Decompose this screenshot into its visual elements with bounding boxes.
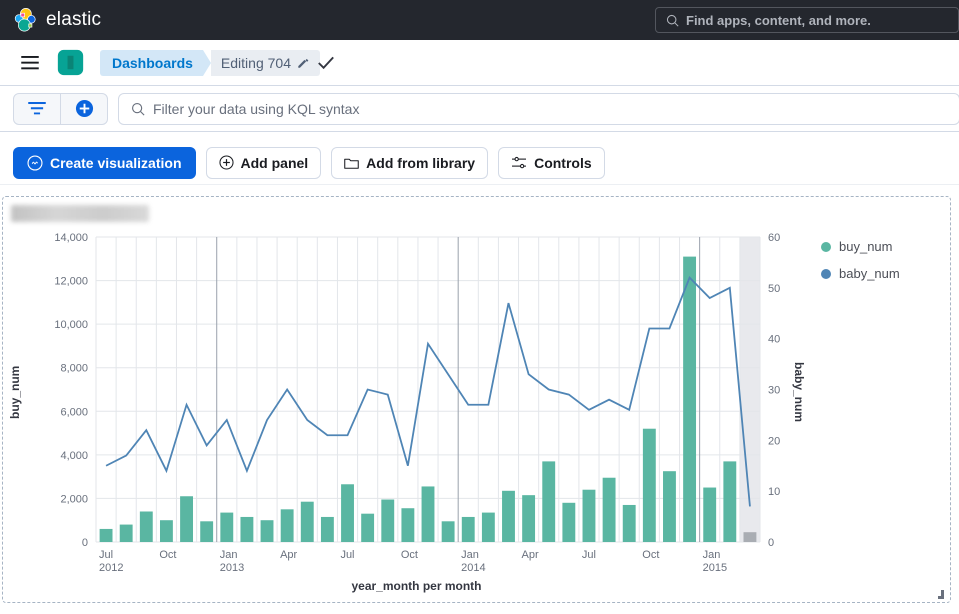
- svg-text:Jul: Jul: [340, 549, 354, 561]
- svg-text:6,000: 6,000: [60, 406, 88, 418]
- svg-text:8,000: 8,000: [60, 363, 88, 375]
- svg-text:60: 60: [768, 232, 780, 244]
- svg-text:Oct: Oct: [642, 549, 659, 561]
- svg-text:Jul: Jul: [99, 549, 113, 561]
- svg-text:Jan: Jan: [220, 549, 238, 561]
- svg-text:Oct: Oct: [159, 549, 176, 561]
- svg-text:Apr: Apr: [280, 549, 297, 561]
- svg-text:Jan: Jan: [703, 549, 721, 561]
- svg-text:2014: 2014: [461, 562, 485, 574]
- svg-text:Jan: Jan: [461, 549, 479, 561]
- svg-text:12,000: 12,000: [54, 276, 88, 288]
- svg-text:20: 20: [768, 435, 780, 447]
- svg-text:Apr: Apr: [522, 549, 539, 561]
- svg-text:2,000: 2,000: [60, 493, 88, 505]
- svg-text:10,000: 10,000: [54, 319, 88, 331]
- svg-text:14,000: 14,000: [54, 232, 88, 244]
- svg-text:0: 0: [768, 537, 774, 549]
- svg-text:2012: 2012: [99, 562, 123, 574]
- svg-text:0: 0: [82, 537, 88, 549]
- svg-text:4,000: 4,000: [60, 450, 88, 462]
- svg-text:10: 10: [768, 486, 780, 498]
- svg-text:Oct: Oct: [401, 549, 418, 561]
- svg-text:30: 30: [768, 385, 780, 397]
- svg-text:2015: 2015: [703, 562, 727, 574]
- svg-text:Jul: Jul: [582, 549, 596, 561]
- svg-text:50: 50: [768, 283, 780, 295]
- svg-text:40: 40: [768, 334, 780, 346]
- svg-text:2013: 2013: [220, 562, 244, 574]
